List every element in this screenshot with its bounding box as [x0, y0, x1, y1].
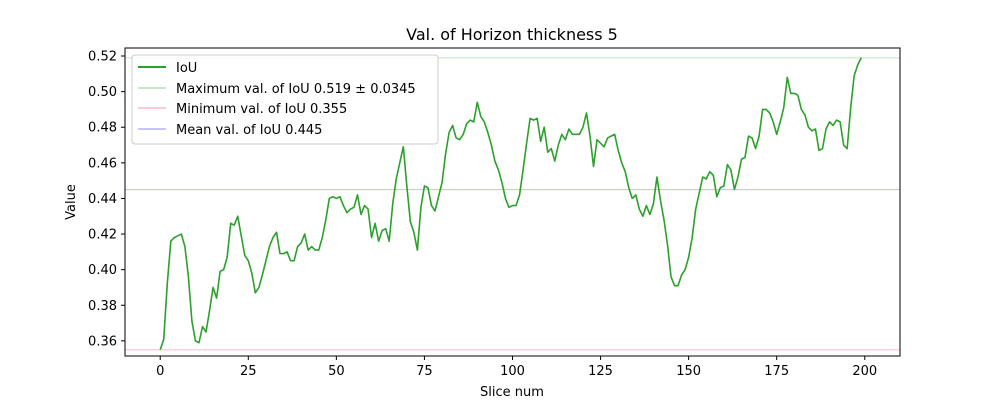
y-tick-label-0.50: 0.50 — [88, 85, 117, 100]
series-line-iou — [159, 57, 862, 351]
legend-label-iou: IoU — [176, 61, 197, 76]
y-axis: 0.36 0.38 0.40 0.42 0.44 0.46 0.48 0.50 0.52 — [88, 50, 125, 349]
series-layer — [159, 57, 862, 351]
y-tick-label-0.44: 0.44 — [88, 192, 117, 207]
x-axis-label: Slice num — [480, 385, 544, 400]
x-tick-label-125: 125 — [588, 364, 613, 379]
x-tick-label-100: 100 — [500, 364, 525, 379]
y-tick-label-0.42: 0.42 — [88, 228, 117, 243]
x-tick-label-25: 25 — [240, 364, 257, 379]
y-tick-label-0.46: 0.46 — [88, 156, 117, 171]
x-tick-label-75: 75 — [416, 364, 433, 379]
legend-box — [131, 54, 439, 145]
legend-label-mean: Mean val. of IoU 0.445 — [176, 123, 322, 138]
x-tick-label-0: 0 — [156, 364, 164, 379]
legend-label-maximum: Maximum val. of IoU 0.519 ± 0.0345 — [176, 82, 416, 97]
y-tick-label-0.48: 0.48 — [88, 121, 117, 136]
y-tick-label-0.40: 0.40 — [88, 263, 117, 278]
x-tick-label-50: 50 — [328, 364, 345, 379]
legend: IoU Maximum val. of IoU 0.519 ± 0.0345 M… — [131, 54, 439, 145]
y-tick-label-0.52: 0.52 — [88, 50, 117, 65]
x-axis: 0 25 50 75 100 125 150 175 200 — [156, 356, 877, 379]
x-tick-label-200: 200 — [852, 364, 877, 379]
x-tick-label-175: 175 — [764, 364, 789, 379]
legend-label-minimum: Minimum val. of IoU 0.355 — [176, 102, 347, 117]
y-axis-label: Value — [64, 184, 79, 220]
x-tick-label-150: 150 — [676, 364, 701, 379]
chart-title: Val. of Horizon thickness 5 — [406, 25, 618, 44]
y-tick-label-0.38: 0.38 — [88, 299, 117, 314]
y-tick-label-0.36: 0.36 — [88, 334, 117, 349]
